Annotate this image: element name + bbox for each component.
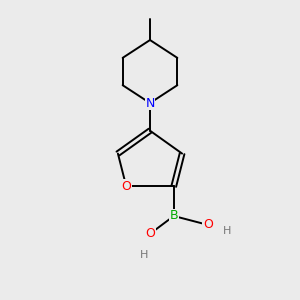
- Text: H: H: [140, 250, 148, 260]
- Text: O: O: [203, 218, 213, 231]
- Text: N: N: [145, 97, 155, 110]
- Text: B: B: [169, 209, 178, 223]
- Text: H: H: [223, 226, 232, 236]
- Text: O: O: [145, 227, 155, 240]
- Text: O: O: [121, 180, 131, 193]
